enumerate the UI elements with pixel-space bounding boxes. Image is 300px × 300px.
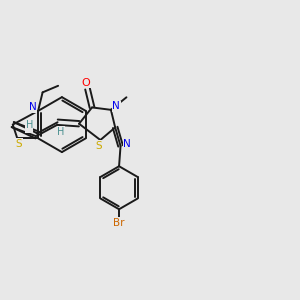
Text: O: O [82, 78, 90, 88]
Text: H: H [58, 129, 65, 139]
Text: N: N [112, 101, 120, 111]
Text: H: H [26, 120, 33, 130]
Text: S: S [16, 139, 22, 149]
Text: H: H [26, 123, 33, 133]
Text: S: S [96, 141, 102, 151]
Text: Br: Br [113, 218, 125, 228]
Text: N: N [29, 102, 37, 112]
Text: N: N [123, 140, 131, 149]
Text: H: H [58, 127, 65, 137]
